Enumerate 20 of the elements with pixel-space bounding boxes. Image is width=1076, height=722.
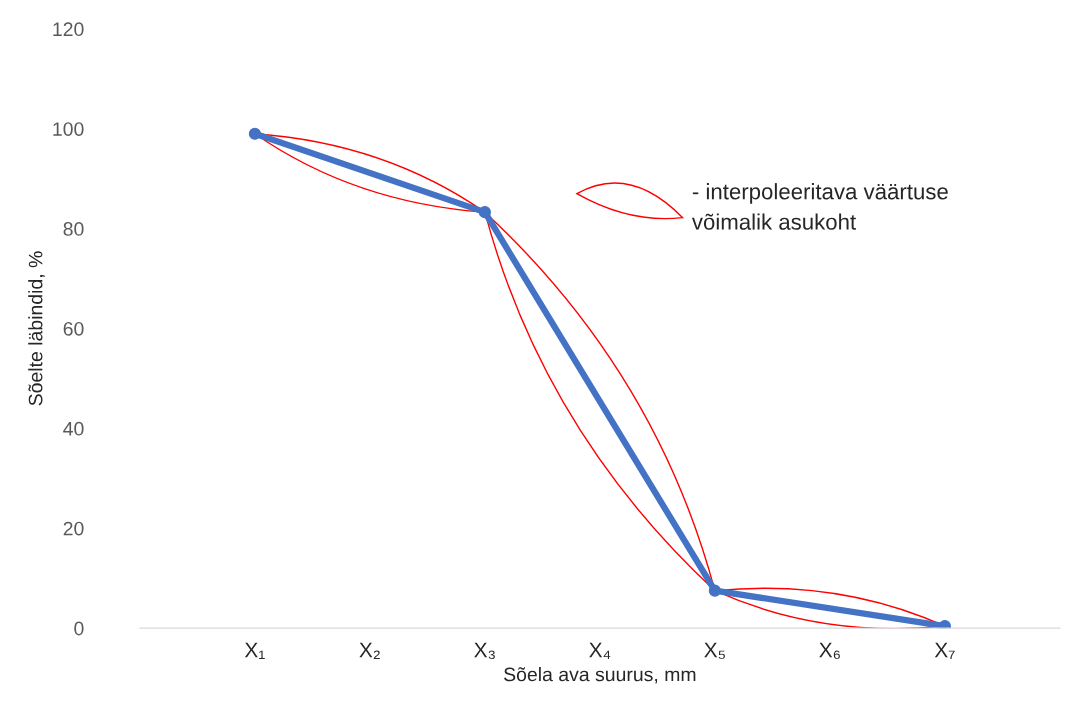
y-tick-label: 20	[63, 521, 84, 536]
point	[248, 127, 261, 140]
y-tick-label: 0	[74, 621, 84, 636]
annotation: - interpoleeritava väärtuse võimalik asukoht	[691, 183, 948, 230]
x-tick-label: X₇	[934, 642, 955, 659]
point	[478, 206, 491, 219]
x-axis-title: Sõela ava suurus, mm	[504, 667, 696, 684]
x-tick-label: X₂	[359, 642, 380, 659]
x-tick-label: X₅	[704, 642, 725, 660]
point	[708, 584, 721, 597]
x-tick-label: X₄	[589, 642, 611, 659]
y-axis-title: Sõelte läbindid, %	[28, 251, 45, 406]
y-tick-label: 100	[53, 122, 84, 136]
x-tick-label: X₃	[474, 642, 495, 660]
x-tick-label: X₆	[819, 642, 840, 660]
x-tick-label: X₁	[244, 642, 265, 659]
y-tick-label: 120	[53, 22, 84, 37]
y-tick-label: 60	[63, 321, 84, 336]
y-tick-label: 40	[63, 421, 84, 436]
y-tick-label: 80	[63, 222, 84, 236]
